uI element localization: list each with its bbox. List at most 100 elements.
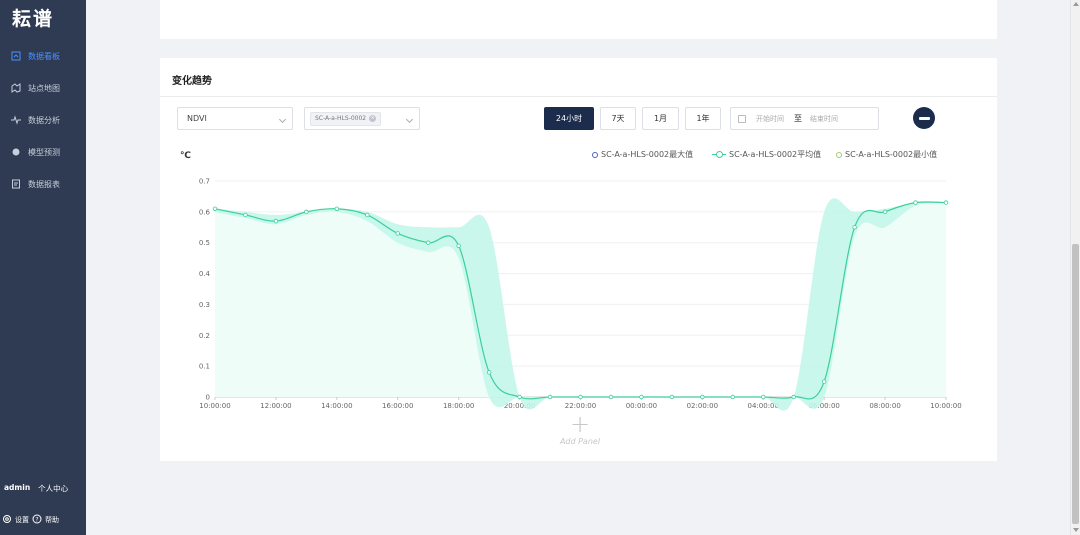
avg-data-point xyxy=(761,394,766,400)
chevron-down-icon xyxy=(278,115,287,124)
y-axis-unit: ℃ xyxy=(180,151,191,161)
app-logo: 耘谱 xyxy=(12,8,55,30)
x-tick-label: 08:00:00 xyxy=(869,402,900,410)
sidebar-bottom: 设置 ? 帮助 xyxy=(2,514,59,526)
station-select[interactable]: SC-A-a-HLS-0002 × xyxy=(304,107,420,130)
avg-data-point xyxy=(882,209,888,215)
x-tick-label: 12:00:00 xyxy=(260,402,291,410)
x-tick-label: 10:00:00 xyxy=(199,402,230,410)
scroll-up-arrow-icon[interactable] xyxy=(1073,2,1079,6)
y-tick-label: 0.6 xyxy=(199,208,211,216)
avg-data-point xyxy=(212,206,218,211)
end-date-input[interactable]: 结束时间 xyxy=(810,114,838,123)
metric-select-value: NDVI xyxy=(187,114,207,123)
y-tick-label: 0.1 xyxy=(199,363,210,371)
avg-data-point xyxy=(669,394,675,400)
user-center-link[interactable]: 个人中心 xyxy=(38,484,69,493)
sidebar-item-label: 站点地图 xyxy=(28,83,60,93)
legend-label: SC-A-a-HLS-0002最大值 xyxy=(601,150,694,159)
x-tick-label: 22:00:00 xyxy=(565,402,596,410)
legend-item-avg[interactable]: SC-A-a-HLS-0002平均值 xyxy=(712,149,821,160)
chevron-down-icon xyxy=(405,115,414,124)
close-icon[interactable]: × xyxy=(369,115,377,122)
avg-data-point xyxy=(334,206,340,211)
gear-icon[interactable] xyxy=(2,514,12,526)
legend-item-min[interactable]: SC-A-a-HLS-0002最小值 xyxy=(836,149,937,160)
legend-label: SC-A-a-HLS-0002平均值 xyxy=(729,150,822,159)
avg-data-point xyxy=(852,225,857,230)
min-max-band xyxy=(215,198,946,411)
date-range-picker[interactable]: 开始时间 至 结束时间 xyxy=(730,107,879,130)
vertical-scrollbar[interactable] xyxy=(1070,0,1080,535)
avg-data-point xyxy=(943,200,949,205)
x-tick-label: 06:00:00 xyxy=(808,402,839,410)
report-icon xyxy=(11,179,21,189)
remove-panel-button[interactable] xyxy=(913,107,935,129)
help-link[interactable]: 帮助 xyxy=(45,516,59,524)
avg-data-point xyxy=(730,394,735,400)
avg-data-point xyxy=(639,394,644,400)
map-icon xyxy=(11,83,21,93)
metric-select[interactable]: NDVI xyxy=(177,107,293,130)
sidebar: 耘谱 数据看板 站点地图 数据分析 模型预测 数据报表 admin 个人中心 设… xyxy=(0,0,86,535)
top-card xyxy=(160,0,997,39)
sidebar-nav: 数据看板 站点地图 数据分析 模型预测 数据报表 xyxy=(0,40,86,200)
sidebar-item-map[interactable]: 站点地图 xyxy=(0,72,86,104)
minus-icon xyxy=(918,116,930,120)
x-tick-label: 10:00:00 xyxy=(930,402,961,410)
sidebar-item-model[interactable]: 模型预测 xyxy=(0,136,86,168)
help-icon[interactable]: ? xyxy=(32,514,42,526)
range-1y-button[interactable]: 1年 xyxy=(685,107,721,130)
avg-data-point xyxy=(304,209,309,215)
avg-data-point xyxy=(426,240,431,245)
station-tag-label: SC-A-a-HLS-0002 xyxy=(315,115,367,122)
sidebar-item-label: 模型预测 xyxy=(28,147,60,157)
y-tick-label: 0.7 xyxy=(199,178,210,186)
legend-item-max[interactable]: SC-A-a-HLS-0002最大值 xyxy=(592,149,693,160)
avg-data-point xyxy=(456,243,461,248)
date-separator: 至 xyxy=(794,114,802,123)
add-panel-button[interactable]: + Add Panel xyxy=(550,412,610,446)
legend-swatch xyxy=(712,151,726,158)
avg-data-point xyxy=(700,394,705,400)
range-24h-button[interactable]: 24小时 xyxy=(544,107,594,130)
dashboard-icon xyxy=(11,51,21,61)
settings-link[interactable]: 设置 xyxy=(15,516,29,524)
y-tick-label: 0.2 xyxy=(199,332,210,340)
avg-data-point xyxy=(913,200,918,205)
x-tick-label: 00:00:00 xyxy=(626,402,657,410)
panel-title: 变化趋势 xyxy=(172,76,212,87)
sidebar-item-report[interactable]: 数据报表 xyxy=(0,168,86,200)
avg-data-point xyxy=(578,394,583,400)
start-date-input[interactable]: 开始时间 xyxy=(756,114,784,123)
scroll-thumb[interactable] xyxy=(1072,244,1079,524)
x-tick-label: 20:00:00 xyxy=(504,402,535,410)
trend-chart: 0 0.1 0.2 0.3 0.4 0.5 0.6 0.7 10:00:00 12:00:00 14… xyxy=(199,178,962,411)
sidebar-item-analysis[interactable]: 数据分析 xyxy=(0,104,86,136)
y-tick-label: 0.3 xyxy=(199,301,210,309)
avg-data-point xyxy=(395,231,400,236)
add-panel-label: Add Panel xyxy=(559,437,601,446)
x-tick-label: 16:00:00 xyxy=(382,402,413,410)
y-tick-label: 0.4 xyxy=(199,270,211,278)
range-1m-button[interactable]: 1月 xyxy=(642,107,679,130)
sidebar-item-label: 数据看板 xyxy=(28,51,60,61)
scroll-down-arrow-icon[interactable] xyxy=(1073,528,1079,532)
x-tick-label: 04:00:00 xyxy=(748,402,779,410)
avg-data-point xyxy=(517,394,522,400)
sidebar-item-dashboard[interactable]: 数据看板 xyxy=(0,40,86,72)
svg-text:?: ? xyxy=(35,517,38,524)
avg-data-point xyxy=(608,394,614,400)
sidebar-item-label: 数据分析 xyxy=(28,115,60,125)
avg-data-point xyxy=(821,379,827,384)
range-7d-button[interactable]: 7天 xyxy=(600,107,636,130)
y-tick-label: 0.5 xyxy=(199,239,210,247)
analysis-icon xyxy=(11,115,21,125)
legend-swatch xyxy=(592,151,598,158)
x-tick-label: 14:00:00 xyxy=(321,402,352,410)
station-tag: SC-A-a-HLS-0002 × xyxy=(310,111,382,126)
username: admin xyxy=(4,483,31,492)
legend-label: SC-A-a-HLS-0002最小值 xyxy=(845,150,938,159)
avg-data-point xyxy=(486,370,492,375)
avg-data-point xyxy=(243,212,248,218)
